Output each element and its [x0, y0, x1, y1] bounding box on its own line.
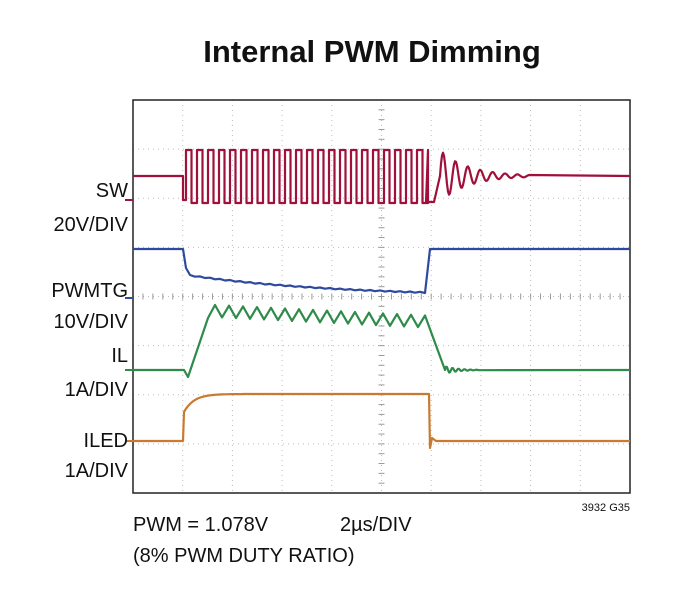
scope-grid — [132, 99, 631, 494]
channel-scale: 20V/DIV — [54, 214, 129, 236]
trace — [133, 392, 630, 450]
scope-frame — [132, 99, 631, 494]
channel-scale: 1A/DIV — [65, 460, 129, 482]
trace — [133, 303, 631, 379]
figure-id: 3932 G35 — [582, 502, 630, 514]
channel-name: IL — [111, 345, 128, 367]
channel-name: SW — [96, 180, 128, 202]
note: (8% PWM DUTY RATIO) — [133, 545, 354, 567]
timebase: 2µs/DIV — [340, 514, 412, 536]
condition: PWM = 1.078V — [133, 514, 269, 536]
channel-name: PWMTG — [51, 280, 128, 302]
channel-scale: 1A/DIV — [65, 379, 129, 401]
waveforms — [125, 148, 631, 450]
channel-scale: 10V/DIV — [54, 311, 129, 333]
trace — [133, 148, 631, 205]
channel-name: ILED — [84, 430, 128, 452]
title: Internal PWM Dimming — [203, 34, 541, 69]
trace — [133, 247, 630, 295]
